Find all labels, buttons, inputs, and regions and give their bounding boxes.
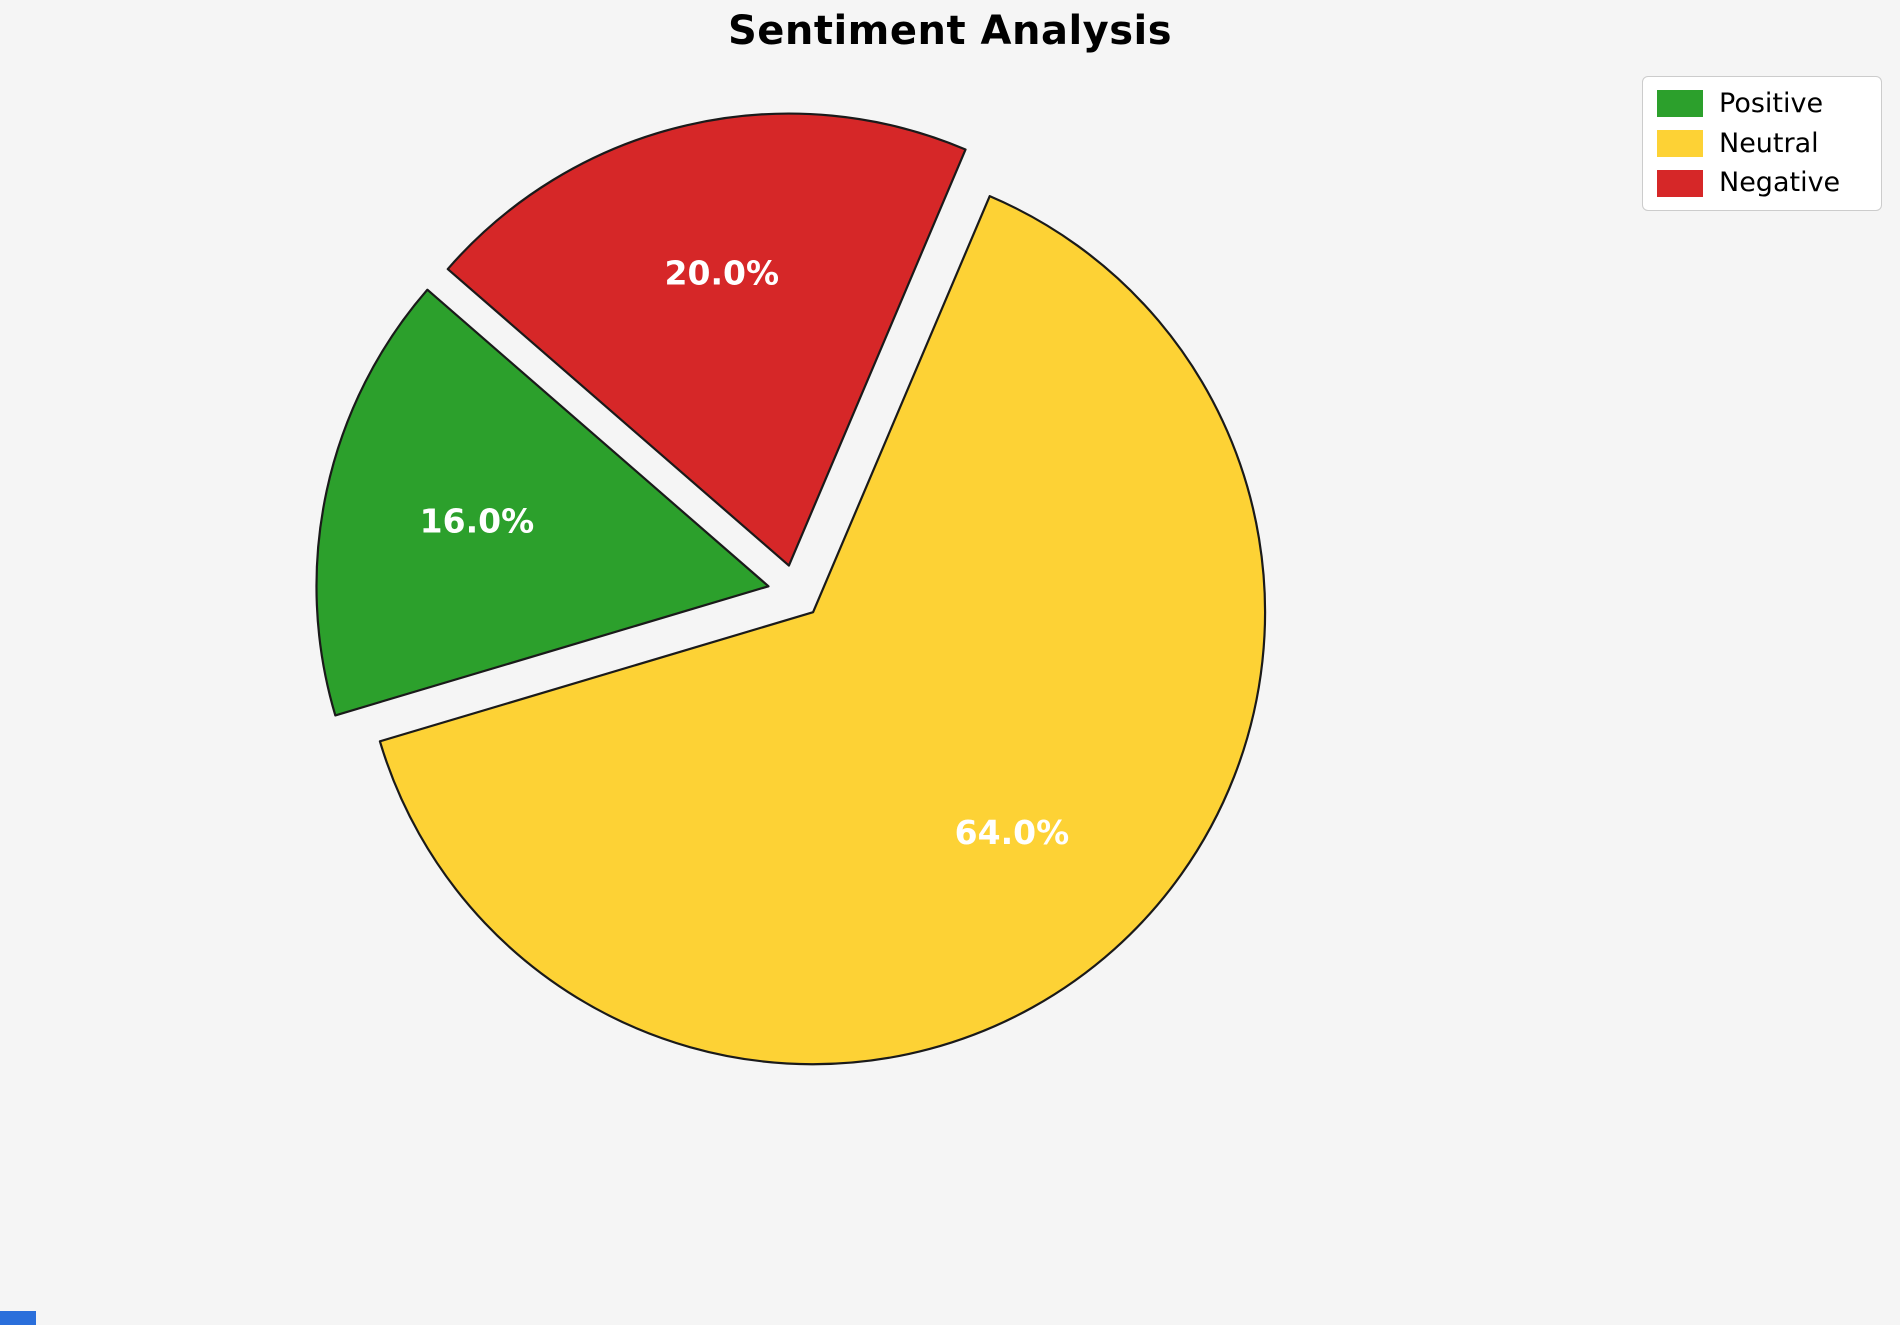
pie-slice-positive — [315, 288, 770, 717]
bottom-left-accent — [0, 1311, 36, 1325]
pie-pct-label-positive: 16.0% — [420, 502, 535, 541]
legend-item-neutral: Neutral — [1657, 127, 1863, 159]
legend-swatch-positive — [1657, 90, 1703, 118]
pie-pct-label-negative: 20.0% — [665, 253, 780, 292]
legend: Positive Neutral Negative — [1642, 76, 1882, 212]
legend-label-negative: Negative — [1719, 167, 1841, 199]
legend-swatch-negative — [1657, 169, 1703, 197]
legend-label-neutral: Neutral — [1719, 127, 1819, 159]
legend-item-positive: Positive — [1657, 89, 1863, 119]
legend-label-positive: Positive — [1719, 88, 1824, 119]
legend-swatch-neutral — [1657, 130, 1703, 158]
pie-slice-negative — [446, 112, 967, 567]
chart-title: Sentiment Analysis — [727, 8, 1173, 54]
pie-slice-neutral — [378, 195, 1267, 1066]
pie-pct-label-neutral: 64.0% — [955, 813, 1070, 852]
legend-item-negative: Negative — [1657, 168, 1863, 198]
